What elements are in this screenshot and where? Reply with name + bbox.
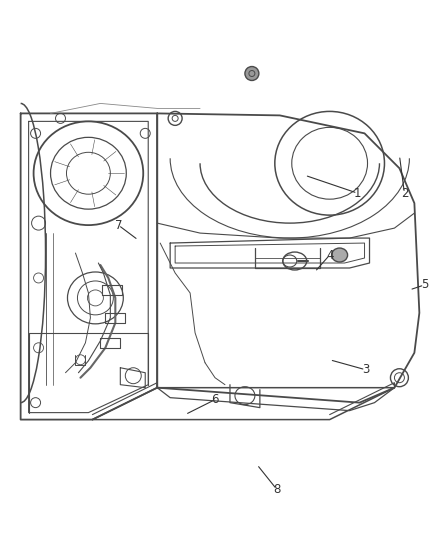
Text: 2: 2 — [401, 187, 408, 200]
Ellipse shape — [245, 67, 259, 80]
Text: 3: 3 — [362, 363, 369, 376]
Text: 7: 7 — [115, 219, 122, 232]
Text: 1: 1 — [354, 187, 361, 200]
Text: 6: 6 — [211, 393, 219, 406]
Text: 5: 5 — [420, 278, 428, 292]
Ellipse shape — [332, 248, 348, 262]
Text: 4: 4 — [326, 248, 333, 262]
Text: 8: 8 — [273, 483, 280, 496]
